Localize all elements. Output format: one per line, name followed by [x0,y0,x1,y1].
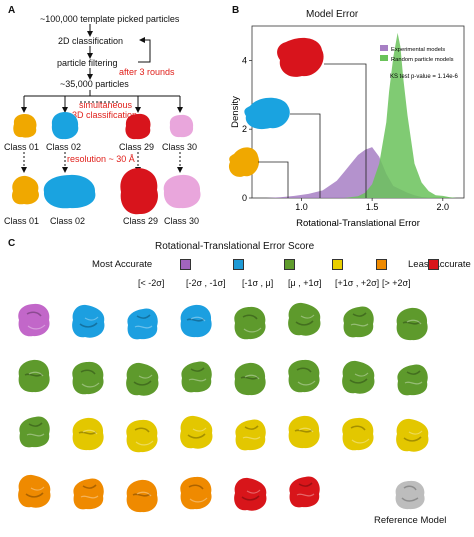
model-map-r1-c5 [234,306,266,340]
x-axis-label: Rotational-Translational Error [296,218,420,229]
y-tick-label-1: 2 [242,124,247,134]
model-map-r2-c6 [288,359,320,393]
reference-model-map [395,480,425,510]
refined-map-29 [120,168,158,215]
class-label-01-top: Class 01 [4,142,40,152]
bin-swatch-2 [284,259,295,270]
class-map-29 [125,113,151,140]
model-map-r2-c8 [397,364,428,396]
y-tick-label-0: 0 [242,193,247,203]
x-tick-label-1: 1.5 [366,202,379,212]
panel-c-letter: C [8,238,16,249]
flow-rounds: after 3 rounds [119,67,175,77]
ks-test-label: KS test p-value = 1.14e-6 [390,74,459,80]
model-map-r1-c8 [396,307,428,341]
model-map-r3-c8 [396,418,429,452]
inset-map-blue [244,97,290,130]
class-label-30-top: Class 30 [162,142,198,152]
model-map-r3-c6 [288,415,320,449]
class-label-29-top: Class 29 [119,142,155,152]
bin-label-5: [> +2σ] [382,278,411,288]
model-map-r2-c7 [342,360,375,394]
model-map-r1-c4 [180,304,212,338]
panel-c-title: Rotational-Translational Error Score [155,241,315,252]
bin-label-0: [< -2σ] [138,278,165,288]
class-map-01 [13,114,37,138]
legend-least-accurate: Least Accurate [408,259,471,270]
model-map-r2-c3 [126,362,159,396]
model-map-r3-c4 [180,415,213,449]
legend-most-accurate: Most Accurate [92,259,153,270]
class-label-02-top: Class 02 [46,142,82,152]
legend-experimental: Experimental models [391,47,445,53]
bin-label-2: [-1σ , μ] [242,278,274,288]
class-map-30 [169,114,194,138]
model-map-r2-c2 [72,361,104,395]
inset-leader-yellow [258,161,289,198]
flow-start: ~100,000 template picked particles [40,14,180,24]
inset-leader-blue [290,113,321,198]
y-axis-label: Density [230,96,241,128]
model-map-r1-c3 [127,308,158,340]
density-area-random [343,32,457,199]
bin-swatch-1 [233,259,244,270]
model-map-r3-c5 [235,419,266,451]
flow-simul-1: simultaneous [79,100,133,110]
bin-label-4: [+1σ , +2σ] [335,278,380,288]
flow-resolution: resolution ~ 30 Å [67,154,135,164]
panel-a-letter: A [8,5,16,16]
panel-a-arrows [21,24,183,173]
bin-label-3: [μ , +1σ] [288,278,322,288]
model-map-r4-c4 [180,476,212,510]
model-map-r1-c1 [18,303,50,337]
bin-swatch-3 [332,259,343,270]
model-map-r2-c1 [18,359,50,393]
model-map-r1-c7 [343,306,374,338]
bin-swatch-0 [180,259,191,270]
x-tick-label-0: 1.0 [295,202,308,212]
flow-filtering: particle filtering [57,58,118,68]
density-area-experimental [266,147,436,198]
bin-swatch-4 [376,259,387,270]
flow-2d-class: 2D classification [58,36,124,46]
inset-map-yellow [228,147,260,177]
inset-map-red [277,37,324,77]
model-map-r4-c2 [73,478,104,510]
inset-leader-red [324,63,367,198]
bin-swatch-5 [428,259,439,270]
model-map-r4-c3 [126,479,158,513]
model-map-r4-c1 [18,474,51,508]
model-map-r3-c3 [126,419,158,453]
class-label-30-bottom: Class 30 [164,216,200,226]
chart-title: Model Error [306,9,359,20]
reference-model-label: Reference Model [374,515,447,526]
legend-random: Random particle models [391,57,454,63]
model-map-r1-c6 [288,302,321,336]
model-map-r3-c2 [72,417,104,451]
panel-b-letter: B [232,5,240,16]
class-map-02 [51,112,79,140]
density-chart: 1.0 1.5 2.0 0 2 4 Rotational-Translational Er… [228,25,465,229]
y-tick-label-2: 4 [242,55,247,65]
refined-map-02 [43,174,96,209]
model-map-r3-c1 [19,416,50,448]
bin-label-1: [-2σ , -1σ] [186,278,226,288]
refined-map-30 [163,174,201,209]
class-label-29-bottom: Class 29 [123,216,159,226]
legend-swatch-experimental [380,45,388,51]
model-map-r3-c7 [342,417,374,451]
flow-count: ~35,000 particles [60,79,129,89]
model-map-r2-c4 [181,361,212,393]
model-map-r4-c5 [234,477,267,511]
x-tick-label-2: 2.0 [437,202,450,212]
refined-map-01 [12,175,39,205]
class-label-01-bottom: Class 01 [4,216,40,226]
model-map-r2-c5 [234,362,266,396]
class-label-02-bottom: Class 02 [50,216,86,226]
model-map-r1-c2 [72,304,105,338]
flow-simul-2: 3D classification [72,110,138,120]
legend-swatch-random [380,55,388,61]
model-map-r4-c6 [289,476,320,508]
